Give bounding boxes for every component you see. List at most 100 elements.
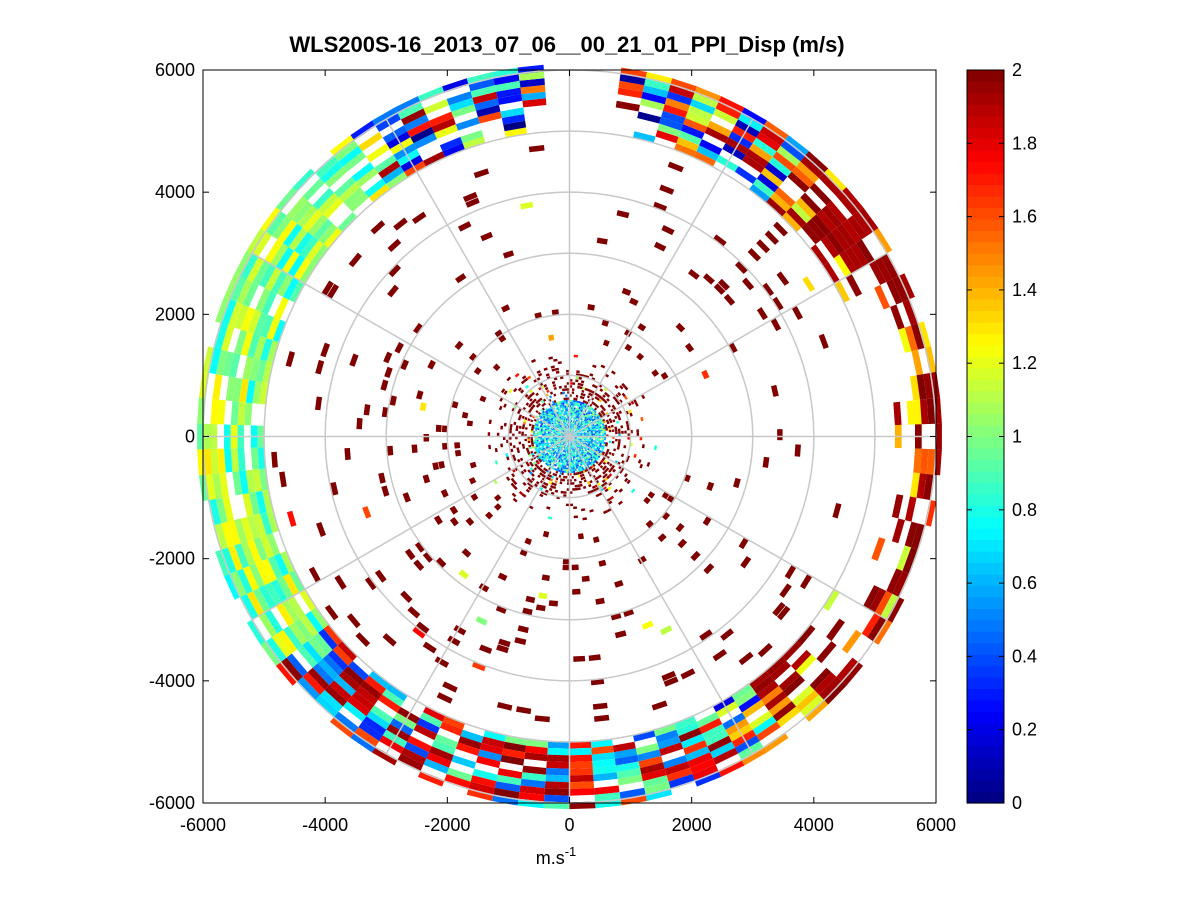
radar-cell xyxy=(533,427,536,430)
radar-cell xyxy=(565,397,568,401)
radar-cell xyxy=(575,463,578,466)
radar-cell xyxy=(538,433,541,435)
radar-cell xyxy=(582,404,586,408)
radar-cell xyxy=(692,92,719,109)
radar-cell xyxy=(322,197,344,219)
radar-cell xyxy=(513,480,518,486)
radar-cell xyxy=(574,402,577,405)
radar-cell xyxy=(566,423,568,426)
radar-cell xyxy=(617,428,621,432)
colorbar-step xyxy=(967,321,1004,335)
radar-cell xyxy=(596,437,599,440)
radar-cell xyxy=(570,429,571,432)
radar-cell xyxy=(558,401,561,404)
radar-cell xyxy=(576,445,578,447)
radar-cell xyxy=(580,448,583,451)
radar-cell xyxy=(596,433,599,436)
radar-cell xyxy=(699,629,713,641)
colorbar-step xyxy=(967,218,1004,231)
radar-cell xyxy=(236,568,253,594)
radar-cell xyxy=(479,743,504,755)
radar-cell xyxy=(414,541,426,553)
radar-cell xyxy=(564,407,567,410)
radar-cell xyxy=(578,426,581,428)
radar-cell xyxy=(434,656,450,668)
radar-cell xyxy=(530,438,534,441)
radar-cell xyxy=(587,481,591,485)
radar-cell xyxy=(574,421,577,424)
radar-cell xyxy=(565,422,567,425)
radar-cell xyxy=(601,453,605,456)
radar-cell xyxy=(574,468,577,471)
radar-cell xyxy=(543,418,546,421)
radar-cell xyxy=(524,752,548,762)
colorbar-step xyxy=(967,104,1004,117)
radar-cell xyxy=(911,323,925,350)
radar-cell xyxy=(530,463,534,467)
radar-cell xyxy=(539,428,542,431)
radar-cell xyxy=(559,428,561,430)
radar-cell xyxy=(506,476,511,481)
radar-cell xyxy=(575,453,577,456)
radar-cell xyxy=(558,474,562,478)
radar-cell xyxy=(262,489,274,512)
radar-cell xyxy=(572,418,575,421)
colorbar-step xyxy=(967,173,1004,186)
radar-cell xyxy=(559,458,561,461)
radar-cell xyxy=(563,470,566,473)
radar-cell xyxy=(517,417,521,421)
radar-cell xyxy=(742,699,765,719)
radar-cell xyxy=(582,400,586,403)
radar-cell xyxy=(548,356,553,360)
radar-cell xyxy=(244,402,253,426)
radar-cell xyxy=(572,465,575,468)
radar-cell xyxy=(589,437,592,439)
radar-cell xyxy=(563,463,566,466)
radar-cell xyxy=(852,211,873,236)
radar-cell xyxy=(565,448,567,451)
radar-cell xyxy=(559,460,562,463)
radar-cell xyxy=(579,467,582,470)
radar-cell xyxy=(529,484,534,488)
radar-cell xyxy=(606,461,610,465)
colorbar-step xyxy=(967,459,1004,472)
radar-cell xyxy=(554,441,557,444)
radar-cell xyxy=(666,91,693,106)
radar-cell xyxy=(563,441,565,444)
radar-cell xyxy=(510,477,515,483)
radar-cell xyxy=(560,426,563,429)
radar-cell xyxy=(539,457,543,460)
radar-cell xyxy=(580,470,584,474)
radar-cell xyxy=(572,445,574,447)
colorbar-step xyxy=(967,791,1004,804)
radar-cell xyxy=(534,447,537,450)
radar-cell xyxy=(560,478,563,482)
radar-cell xyxy=(572,588,581,595)
radar-cell xyxy=(466,788,494,801)
radar-cell xyxy=(800,573,813,590)
radar-cell xyxy=(536,370,541,374)
radar-cell xyxy=(202,346,215,373)
radar-cell xyxy=(563,448,565,451)
radar-cell xyxy=(378,694,401,713)
radar-cell xyxy=(580,429,583,432)
radar-cell xyxy=(578,423,581,426)
radar-cell xyxy=(578,412,580,415)
radar-cell xyxy=(549,459,553,462)
colorbar-tick-label: 1.2 xyxy=(1012,353,1037,373)
radar-cell xyxy=(609,463,613,467)
radar-cell xyxy=(580,438,583,440)
radar-cell xyxy=(572,467,575,470)
radar-cell xyxy=(528,446,532,450)
radar-cell xyxy=(549,474,553,478)
radar-cell xyxy=(358,131,383,152)
radar-cell xyxy=(668,84,695,99)
radar-cell xyxy=(551,412,554,416)
radar-cell xyxy=(558,469,561,472)
radar-cell xyxy=(584,400,588,404)
radar-cell xyxy=(554,429,557,432)
radar-cell xyxy=(565,461,567,464)
colorbar-step xyxy=(967,81,1004,94)
radar-cell xyxy=(564,424,567,427)
